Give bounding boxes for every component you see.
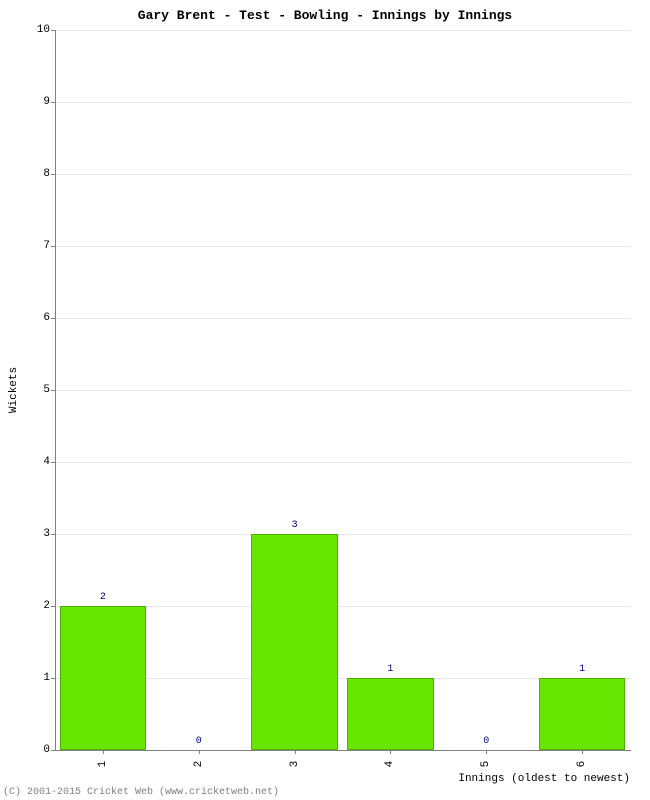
- y-tick-label: 2: [20, 600, 50, 612]
- y-tick-mark: [51, 606, 55, 607]
- y-tick-label: 6: [20, 312, 50, 324]
- grid-line: [56, 318, 631, 319]
- grid-line: [56, 102, 631, 103]
- copyright-text: (C) 2001-2015 Cricket Web (www.cricketwe…: [3, 787, 279, 798]
- y-tick-mark: [51, 678, 55, 679]
- y-tick-label: 5: [20, 384, 50, 396]
- bar: [60, 606, 146, 750]
- x-tick-label: 3: [289, 754, 301, 774]
- y-axis-label: Wickets: [8, 367, 20, 413]
- bar-value-label: 2: [100, 592, 106, 603]
- x-axis-label: Innings (oldest to newest): [458, 773, 630, 785]
- bar-value-label: 3: [292, 520, 298, 531]
- y-tick-mark: [51, 102, 55, 103]
- y-tick-label: 0: [20, 744, 50, 756]
- chart-title: Gary Brent - Test - Bowling - Innings by…: [0, 8, 650, 23]
- y-tick-label: 10: [20, 24, 50, 36]
- bar-value-label: 1: [579, 664, 585, 675]
- y-tick-label: 1: [20, 672, 50, 684]
- grid-line: [56, 390, 631, 391]
- grid-line: [56, 30, 631, 31]
- grid-line: [56, 462, 631, 463]
- bar: [251, 534, 337, 750]
- y-tick-mark: [51, 750, 55, 751]
- y-tick-label: 8: [20, 168, 50, 180]
- y-tick-mark: [51, 462, 55, 463]
- y-tick-label: 4: [20, 456, 50, 468]
- y-tick-label: 9: [20, 96, 50, 108]
- y-tick-mark: [51, 318, 55, 319]
- bar-value-label: 1: [387, 664, 393, 675]
- grid-line: [56, 246, 631, 247]
- x-tick-label: 2: [193, 754, 205, 774]
- y-tick-label: 3: [20, 528, 50, 540]
- grid-line: [56, 534, 631, 535]
- grid-line: [56, 174, 631, 175]
- bar-value-label: 0: [483, 736, 489, 747]
- x-tick-label: 5: [480, 754, 492, 774]
- chart-container: Gary Brent - Test - Bowling - Innings by…: [0, 0, 650, 800]
- bar: [347, 678, 433, 750]
- y-tick-mark: [51, 534, 55, 535]
- y-tick-mark: [51, 30, 55, 31]
- bar: [539, 678, 625, 750]
- bar-value-label: 0: [196, 736, 202, 747]
- x-tick-label: 6: [576, 754, 588, 774]
- x-tick-label: 4: [384, 754, 396, 774]
- y-tick-mark: [51, 174, 55, 175]
- y-tick-label: 7: [20, 240, 50, 252]
- y-tick-mark: [51, 246, 55, 247]
- x-tick-label: 1: [97, 754, 109, 774]
- y-tick-mark: [51, 390, 55, 391]
